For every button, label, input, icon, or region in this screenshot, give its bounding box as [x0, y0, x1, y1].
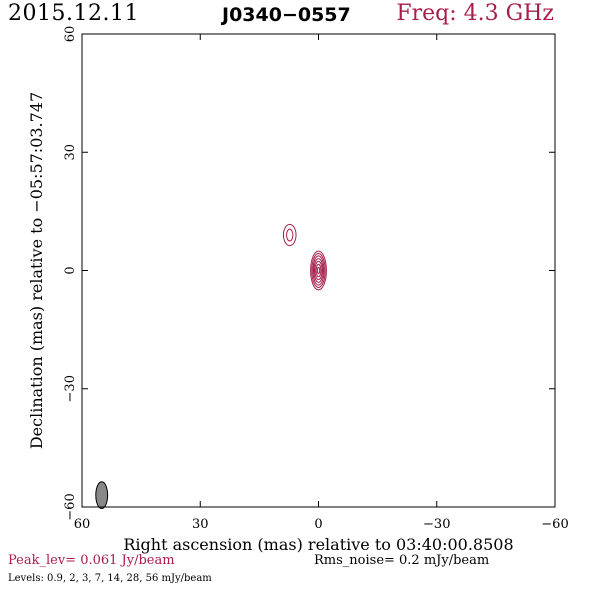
- source-name: J0340−0557: [222, 4, 351, 26]
- x-tick-label-2: 0: [314, 517, 322, 532]
- contour-levels: Levels: 0.9, 2, 3, 7, 14, 28, 56 mJy/bea…: [8, 573, 212, 584]
- contour-0-level-4: [314, 260, 323, 281]
- x-tick-label-0: 60: [74, 517, 91, 532]
- y-tick-label-0: −60: [63, 493, 78, 520]
- contour-0-level-3: [313, 258, 324, 283]
- plot-frame: [81, 33, 556, 508]
- y-tick-label-1: −30: [63, 375, 78, 402]
- y-tick-label-4: 60: [63, 26, 78, 43]
- contour-1-level-0: [282, 223, 297, 247]
- y-tick-label-2: 0: [63, 266, 78, 274]
- contour-0-level-5: [315, 263, 322, 278]
- peak-level: Peak_lev= 0.061 Jy/beam: [8, 553, 175, 568]
- axis-ticks: [81, 33, 556, 508]
- contour-1-level-1: [286, 228, 294, 242]
- y-tick-labels: −60 −30 0 30 60: [63, 26, 78, 521]
- x-axis-label: Right ascension (mas) relative to 03:40:…: [123, 535, 513, 554]
- x-tick-label-3: −30: [423, 517, 450, 532]
- contour-layer: [282, 223, 327, 291]
- contour-0-level-1: [311, 253, 326, 288]
- frequency-label: Freq: 4.3 GHz: [396, 1, 554, 26]
- contour-0-level-6: [316, 266, 321, 275]
- observation-date: 2015.12.11: [8, 1, 139, 26]
- y-tick-label-3: 30: [63, 144, 78, 161]
- contour-0-level-2: [312, 255, 325, 286]
- x-tick-labels: 60 30 0 −30 −60: [74, 517, 569, 532]
- y-axis-label: Declination (mas) relative to −05:57:03.…: [27, 92, 46, 449]
- restoring-beam: [95, 481, 109, 510]
- contour-0-level-0: [310, 250, 327, 291]
- beam-layer: [95, 481, 109, 510]
- rms-noise: Rms_noise= 0.2 mJy/beam: [314, 553, 490, 568]
- x-tick-label-1: 30: [192, 517, 209, 532]
- x-tick-label-4: −60: [541, 517, 568, 532]
